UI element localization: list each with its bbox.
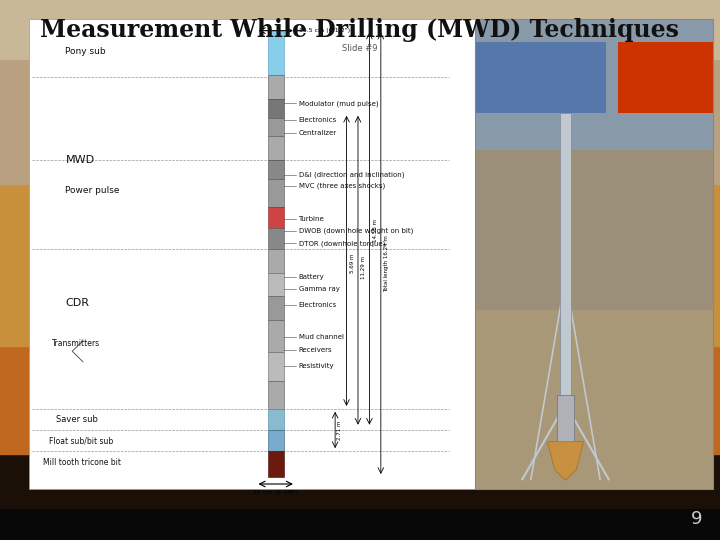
Bar — [268, 320, 284, 353]
Bar — [268, 118, 284, 137]
Text: Mud channel: Mud channel — [299, 334, 343, 340]
Text: Slide #9: Slide #9 — [342, 44, 378, 53]
Bar — [268, 75, 284, 99]
Text: 16.5 cm (6-1/2"): 16.5 cm (6-1/2") — [300, 28, 351, 33]
Text: MVC (three axes shocks): MVC (three axes shocks) — [299, 183, 384, 189]
Text: Electronics: Electronics — [299, 302, 337, 308]
Bar — [268, 409, 284, 430]
Bar — [0, 508, 720, 540]
Bar — [268, 160, 284, 179]
Bar — [268, 296, 284, 320]
Text: Electronics: Electronics — [299, 117, 337, 123]
Text: Pony sub: Pony sub — [66, 48, 106, 56]
Bar — [268, 451, 284, 477]
Text: Power pulse: Power pulse — [66, 186, 120, 195]
Polygon shape — [547, 442, 583, 480]
Bar — [268, 430, 284, 451]
Text: Total length 16.24 m: Total length 16.24 m — [384, 235, 390, 292]
Text: Resistivity: Resistivity — [299, 363, 334, 369]
Text: Receivers: Receivers — [299, 347, 332, 353]
Text: CDR: CDR — [66, 298, 89, 308]
Bar — [475, 19, 713, 489]
Text: Transmitters: Transmitters — [52, 339, 100, 348]
Text: Measurement While Drilling (MWD) Techniques: Measurement While Drilling (MWD) Techniq… — [40, 18, 680, 42]
Bar — [0, 346, 720, 454]
Bar — [268, 137, 284, 160]
Bar — [557, 395, 574, 442]
Text: Battery: Battery — [299, 274, 324, 280]
Bar — [268, 99, 284, 118]
Bar — [268, 179, 284, 207]
Text: 25 cm (9-7/8"): 25 cm (9-7/8") — [253, 490, 298, 495]
Text: 9: 9 — [690, 510, 702, 528]
Bar — [0, 0, 720, 184]
Text: Centralizer: Centralizer — [299, 130, 337, 136]
Bar — [29, 19, 486, 489]
Text: Mill tooth tricone bit: Mill tooth tricone bit — [42, 458, 120, 467]
Bar — [475, 42, 606, 113]
Bar — [475, 310, 713, 489]
Bar — [0, 184, 720, 346]
Text: D&I (direction and inclination): D&I (direction and inclination) — [299, 172, 404, 178]
Text: Saver sub: Saver sub — [56, 415, 98, 424]
Bar — [618, 42, 713, 113]
Text: Float sub/bit sub: Float sub/bit sub — [50, 436, 114, 446]
Text: DTOR (downhole torque): DTOR (downhole torque) — [299, 240, 385, 247]
Text: Gamma ray: Gamma ray — [299, 286, 339, 292]
Bar — [268, 31, 284, 75]
Text: MWD: MWD — [66, 155, 94, 165]
Bar — [268, 353, 284, 381]
Bar — [559, 113, 571, 404]
Bar — [268, 207, 284, 228]
Bar — [0, 0, 720, 59]
Text: DWOB (down hole weight on bit): DWOB (down hole weight on bit) — [299, 228, 413, 234]
Text: Modulator (mud pulse): Modulator (mud pulse) — [299, 100, 378, 107]
Bar — [268, 228, 284, 249]
Bar — [268, 273, 284, 296]
Text: 14.58 m: 14.58 m — [373, 219, 377, 242]
Bar — [268, 381, 284, 409]
Text: 2.71 m: 2.71 m — [338, 420, 343, 440]
Text: 11.29 m: 11.29 m — [361, 256, 366, 279]
Text: Turbine: Turbine — [299, 215, 324, 221]
Bar — [0, 454, 720, 508]
Bar — [268, 249, 284, 273]
Bar — [475, 19, 713, 151]
Bar — [475, 151, 713, 310]
Text: 5.69 m: 5.69 m — [350, 253, 355, 273]
